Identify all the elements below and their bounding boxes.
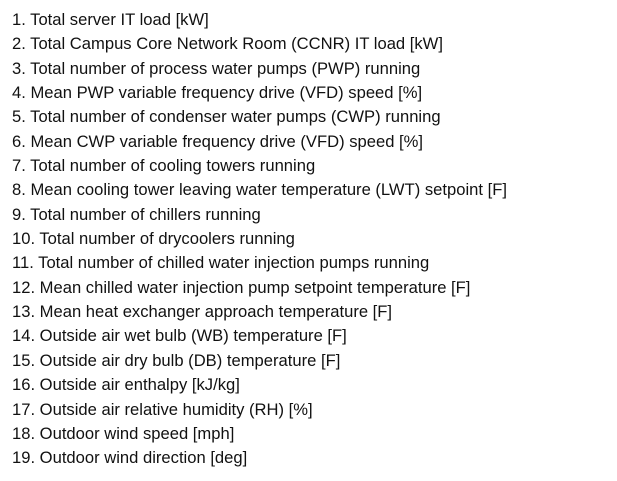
list-item: 6. Mean CWP variable frequency drive (VF… — [12, 131, 424, 151]
list-item: 17. Outside air relative humidity (RH) [… — [12, 399, 313, 419]
list-item: 7. Total number of cooling towers runnin… — [12, 156, 316, 176]
document-body: 1. Total server IT load [kW] 2. Total Ca… — [12, 8, 612, 471]
list-item: 3. Total number of process water pumps (… — [12, 58, 421, 78]
list-item: 10. Total number of drycoolers running — [12, 229, 295, 249]
list-item: 13. Mean heat exchanger approach tempera… — [12, 302, 393, 322]
list-item: 18. Outdoor wind speed [mph] — [12, 423, 235, 443]
list-item: 19. Outdoor wind direction [deg] — [12, 448, 248, 468]
list-item: 1. Total server IT load [kW] — [12, 10, 209, 29]
list-item: 16. Outside air enthalpy [kJ/kg] — [12, 375, 240, 395]
list-item: 8. Mean cooling tower leaving water temp… — [12, 180, 507, 200]
feature-list: 1. Total server IT load [kW] 2. Total Ca… — [12, 8, 612, 471]
list-item: 5. Total number of condenser water pumps… — [12, 107, 441, 127]
list-item: 11. Total number of chilled water inject… — [12, 253, 430, 273]
list-item: 4. Mean PWP variable frequency drive (VF… — [12, 83, 423, 103]
list-item: 14. Outside air wet bulb (WB) temperatur… — [12, 326, 347, 346]
list-item: 12. Mean chilled water injection pump se… — [12, 277, 471, 297]
list-item: 9. Total number of chillers running — [12, 204, 261, 224]
list-item: 15. Outside air dry bulb (DB) temperatur… — [12, 350, 341, 370]
list-item: 2. Total Campus Core Network Room (CCNR)… — [12, 34, 443, 54]
